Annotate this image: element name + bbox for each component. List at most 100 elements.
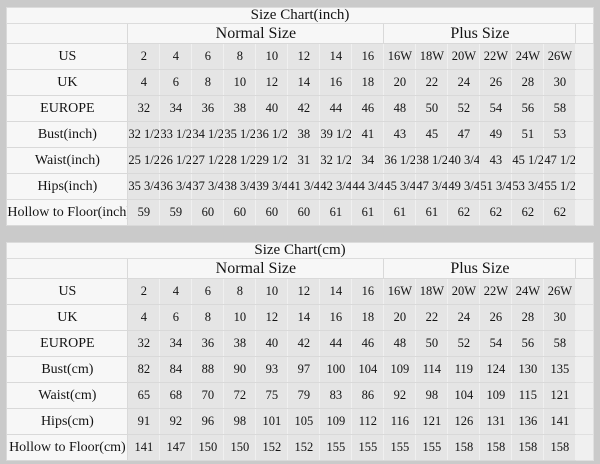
size-value-cell: 59	[159, 199, 193, 226]
size-value-cell: 24	[447, 304, 481, 331]
row-label: Bust(inch)	[6, 121, 129, 148]
table-row: Waist(cm) 65 68 70 72 75 79 83 86 92 98 104 109 115 12…	[6, 382, 594, 409]
size-value-cell: 6	[159, 69, 193, 96]
size-value-cell: 141	[127, 434, 161, 461]
size-value-cell: 14	[287, 304, 321, 331]
table-row: US 2 4 6 8 10 12 14 16 16W 18W 20W 22W 24W 26W	[6, 43, 594, 70]
size-value-cell: 86	[351, 382, 385, 409]
size-value-cell: 62	[511, 199, 545, 226]
size-value-cell: 36	[191, 330, 225, 357]
size-value-cell: 10	[223, 304, 257, 331]
spacer-cell	[575, 330, 594, 357]
size-value-cell: 82	[127, 356, 161, 383]
size-value-cell: 12	[287, 43, 321, 70]
size-value-cell: 61	[351, 199, 385, 226]
size-value-cell: 135	[543, 356, 577, 383]
size-value-cell: 97	[287, 356, 321, 383]
size-value-cell: 158	[511, 434, 545, 461]
size-value-cell: 26W	[543, 43, 577, 70]
size-value-cell: 60	[255, 199, 289, 226]
spacer-cell	[575, 147, 594, 174]
size-value-cell: 26W	[543, 278, 577, 305]
size-value-cell: 61	[319, 199, 353, 226]
size-value-cell: 36 1/2	[255, 121, 289, 148]
size-value-cell: 43	[383, 121, 417, 148]
size-value-cell: 83	[319, 382, 353, 409]
row-label: Hips(inch)	[6, 173, 129, 200]
size-value-cell: 98	[415, 382, 449, 409]
size-value-cell: 22	[415, 69, 449, 96]
size-value-cell: 155	[319, 434, 353, 461]
size-value-cell: 32 1/2	[127, 121, 161, 148]
size-value-cell: 34	[159, 95, 193, 122]
size-value-cell: 50	[415, 330, 449, 357]
size-value-cell: 119	[447, 356, 481, 383]
size-value-cell: 20	[383, 304, 417, 331]
size-value-cell: 48	[383, 330, 417, 357]
size-value-cell: 92	[383, 382, 417, 409]
size-value-cell: 54	[479, 95, 513, 122]
size-value-cell: 27 1/2	[191, 147, 225, 174]
size-value-cell: 41	[351, 121, 385, 148]
size-value-cell: 30	[543, 69, 577, 96]
size-value-cell: 37 3/4	[191, 173, 225, 200]
spacer-cell	[575, 304, 594, 331]
spacer-cell	[575, 121, 594, 148]
size-value-cell: 115	[511, 382, 545, 409]
size-value-cell: 51 3/4	[479, 173, 513, 200]
size-value-cell: 36	[191, 95, 225, 122]
table-row: Bust(cm) 82 84 88 90 93 97 100 104 109 114 119 124 13…	[6, 356, 594, 383]
size-value-cell: 16W	[383, 278, 417, 305]
row-label: Bust(cm)	[6, 356, 129, 383]
size-value-cell: 91	[127, 408, 161, 435]
size-value-cell: 53	[543, 121, 577, 148]
size-group-header-row: Normal Size Plus Size	[6, 23, 594, 44]
size-value-cell: 88	[191, 356, 225, 383]
size-value-cell: 68	[159, 382, 193, 409]
size-group-header-row: Normal Size Plus Size	[6, 258, 594, 279]
size-value-cell: 24W	[511, 43, 545, 70]
size-value-cell: 152	[287, 434, 321, 461]
size-value-cell: 6	[191, 278, 225, 305]
size-value-cell: 45 1/2	[511, 147, 545, 174]
size-value-cell: 109	[319, 408, 353, 435]
size-value-cell: 4	[159, 278, 193, 305]
size-value-cell: 32	[127, 330, 161, 357]
size-value-cell: 24	[447, 69, 481, 96]
size-value-cell: 58	[543, 330, 577, 357]
size-value-cell: 104	[351, 356, 385, 383]
size-value-cell: 28 1/2	[223, 147, 257, 174]
size-value-cell: 62	[543, 199, 577, 226]
size-value-cell: 18	[351, 69, 385, 96]
size-value-cell: 56	[511, 330, 545, 357]
size-value-cell: 46	[351, 95, 385, 122]
size-value-cell: 150	[191, 434, 225, 461]
size-value-cell: 100	[319, 356, 353, 383]
size-value-cell: 52	[447, 95, 481, 122]
size-value-cell: 54	[479, 330, 513, 357]
size-chart-cm-table: Size Chart(cm) Normal Size Plus Size US 2…	[6, 242, 594, 461]
size-value-cell: 31	[287, 147, 321, 174]
size-value-cell: 46	[351, 330, 385, 357]
table-title-row: Size Chart(cm)	[6, 242, 594, 259]
size-value-cell: 59	[127, 199, 161, 226]
size-value-cell: 75	[255, 382, 289, 409]
size-value-cell: 49 3/4	[447, 173, 481, 200]
size-value-cell: 155	[351, 434, 385, 461]
empty-corner-cell	[6, 23, 129, 44]
empty-corner-cell	[6, 258, 129, 279]
size-value-cell: 40	[255, 330, 289, 357]
size-value-cell: 10	[223, 69, 257, 96]
size-value-cell: 104	[447, 382, 481, 409]
plus-size-header: Plus Size	[383, 258, 577, 279]
size-value-cell: 65	[127, 382, 161, 409]
size-value-cell: 155	[383, 434, 417, 461]
size-value-cell: 158	[543, 434, 577, 461]
size-value-cell: 10	[255, 278, 289, 305]
size-value-cell: 56	[511, 95, 545, 122]
size-value-cell: 44 3/4	[351, 173, 385, 200]
size-value-cell: 147	[159, 434, 193, 461]
size-value-cell: 131	[479, 408, 513, 435]
size-value-cell: 109	[383, 356, 417, 383]
